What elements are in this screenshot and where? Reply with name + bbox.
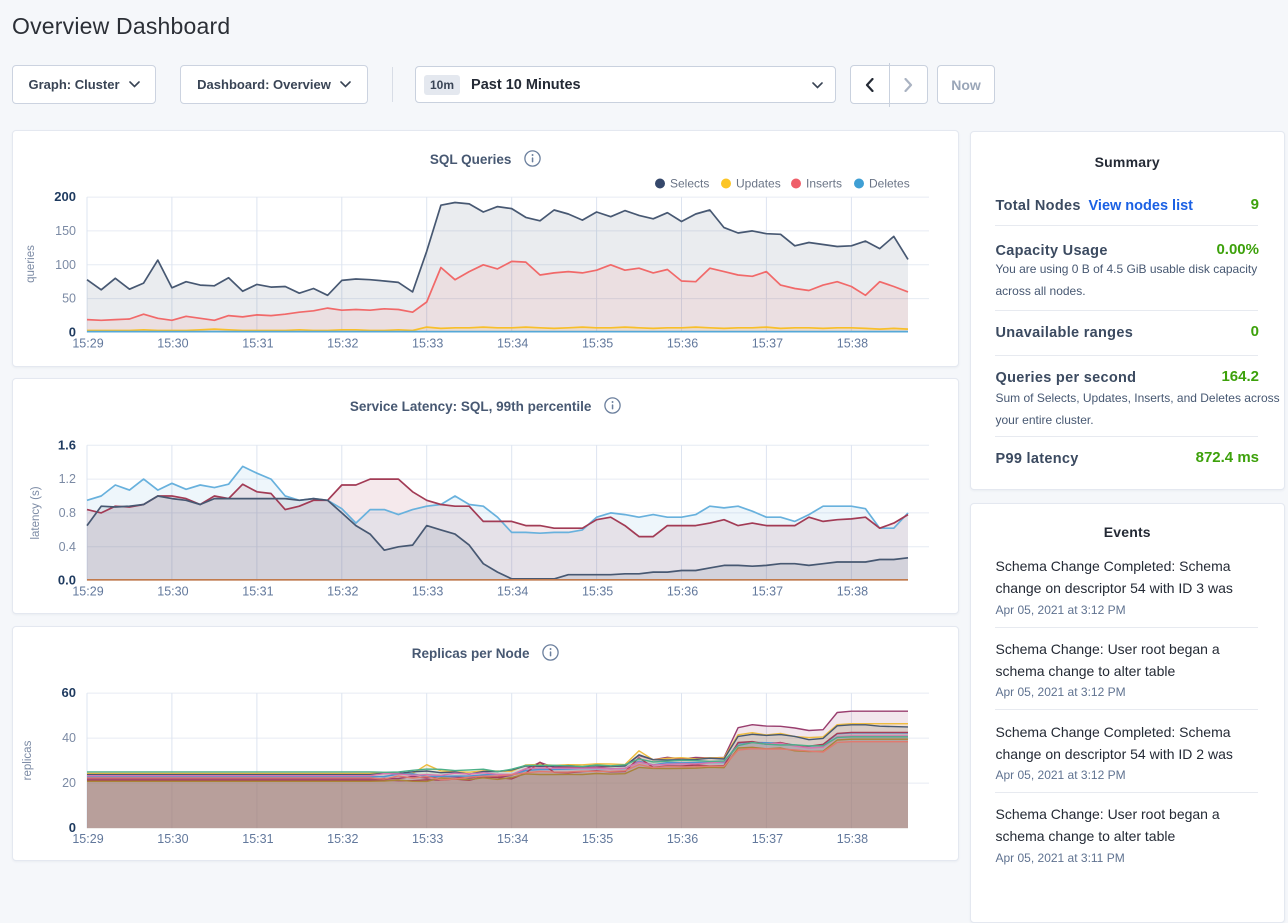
svg-text:15:34: 15:34 — [497, 832, 528, 846]
svg-text:15:31: 15:31 — [242, 832, 273, 846]
svg-text:15:29: 15:29 — [72, 337, 103, 351]
svg-text:15:36: 15:36 — [667, 832, 698, 846]
svg-text:15:29: 15:29 — [72, 832, 103, 846]
svg-text:15:34: 15:34 — [497, 337, 528, 351]
svg-text:15:37: 15:37 — [752, 585, 783, 599]
svg-text:15:31: 15:31 — [242, 585, 273, 599]
svg-text:20: 20 — [62, 776, 76, 790]
svg-text:0: 0 — [69, 820, 76, 835]
svg-text:latency (s): latency (s) — [30, 486, 42, 539]
svg-text:200: 200 — [54, 189, 76, 204]
svg-text:50: 50 — [62, 292, 76, 306]
svg-text:150: 150 — [55, 224, 76, 238]
svg-text:1.6: 1.6 — [58, 437, 76, 452]
svg-text:queries: queries — [25, 245, 37, 283]
svg-text:0.8: 0.8 — [59, 506, 76, 520]
svg-text:15:38: 15:38 — [837, 832, 868, 846]
svg-text:0.0: 0.0 — [58, 573, 76, 588]
svg-text:15:35: 15:35 — [582, 585, 613, 599]
svg-text:15:33: 15:33 — [412, 832, 443, 846]
svg-text:15:33: 15:33 — [412, 337, 443, 351]
svg-text:15:33: 15:33 — [412, 585, 443, 599]
svg-text:15:38: 15:38 — [837, 585, 868, 599]
svg-text:15:30: 15:30 — [157, 337, 188, 351]
svg-text:15:35: 15:35 — [582, 832, 613, 846]
svg-text:15:36: 15:36 — [667, 337, 698, 351]
svg-text:replicas: replicas — [22, 740, 34, 780]
svg-text:60: 60 — [62, 685, 76, 700]
svg-text:100: 100 — [55, 258, 76, 272]
svg-text:15:32: 15:32 — [327, 832, 358, 846]
svg-text:15:30: 15:30 — [157, 832, 188, 846]
svg-text:15:32: 15:32 — [327, 585, 358, 599]
svg-text:15:38: 15:38 — [837, 337, 868, 351]
svg-text:15:31: 15:31 — [242, 337, 273, 351]
svg-text:15:37: 15:37 — [752, 832, 783, 846]
svg-text:0: 0 — [69, 325, 76, 340]
svg-text:15:29: 15:29 — [72, 585, 103, 599]
svg-text:1.2: 1.2 — [59, 472, 76, 486]
svg-text:15:34: 15:34 — [497, 585, 528, 599]
svg-text:Deletes: Deletes — [869, 177, 910, 191]
svg-text:15:35: 15:35 — [582, 337, 613, 351]
svg-text:15:36: 15:36 — [667, 585, 698, 599]
svg-text:Inserts: Inserts — [806, 177, 842, 191]
svg-text:Selects: Selects — [670, 177, 709, 191]
svg-text:15:32: 15:32 — [327, 337, 358, 351]
svg-text:40: 40 — [62, 731, 76, 745]
svg-text:15:37: 15:37 — [752, 337, 783, 351]
svg-text:0.4: 0.4 — [59, 540, 76, 554]
svg-text:15:30: 15:30 — [157, 585, 188, 599]
svg-text:Updates: Updates — [736, 177, 781, 191]
